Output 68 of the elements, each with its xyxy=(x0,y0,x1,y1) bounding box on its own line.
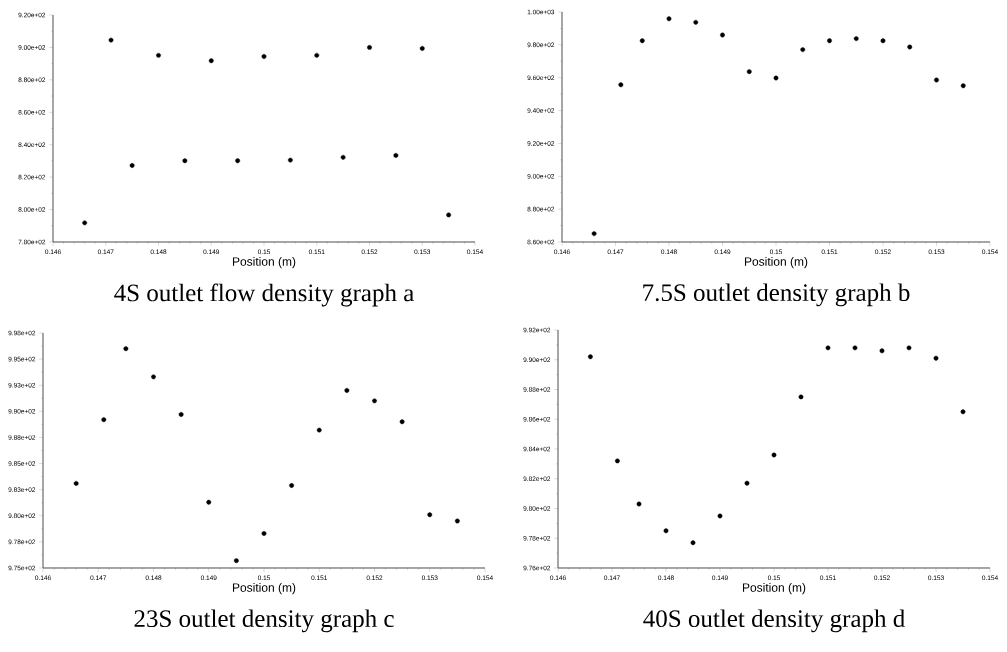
point xyxy=(720,32,725,38)
point xyxy=(693,19,699,25)
point xyxy=(108,37,114,43)
point xyxy=(261,54,267,59)
point xyxy=(746,69,752,75)
point xyxy=(372,398,377,404)
point xyxy=(825,345,831,351)
point xyxy=(314,52,320,58)
point xyxy=(261,531,267,536)
point xyxy=(933,355,939,361)
x-axis-title: Position (m) xyxy=(232,257,296,269)
point xyxy=(666,16,672,22)
point xyxy=(690,540,696,546)
point xyxy=(206,499,212,505)
point xyxy=(208,58,214,64)
point xyxy=(344,388,350,393)
point xyxy=(588,354,593,360)
point xyxy=(907,44,913,50)
point xyxy=(316,427,322,433)
point xyxy=(340,154,346,160)
point xyxy=(235,158,241,164)
point xyxy=(427,512,433,518)
point xyxy=(419,45,425,51)
point xyxy=(393,153,399,158)
point xyxy=(934,77,939,83)
point xyxy=(287,157,293,163)
point xyxy=(123,346,129,352)
point xyxy=(73,480,79,486)
point xyxy=(367,45,372,50)
point xyxy=(744,480,750,486)
x-axis-title: Position (m) xyxy=(742,582,806,595)
text: 4S outlet flow density graph a xyxy=(114,283,414,307)
text: 40S outlet density graph d xyxy=(643,609,905,633)
point xyxy=(798,394,804,400)
point xyxy=(639,38,645,44)
point xyxy=(156,52,161,58)
point xyxy=(446,212,452,218)
point xyxy=(182,158,188,164)
x-axis-title: Position (m) xyxy=(232,582,296,595)
point xyxy=(663,528,669,534)
text: 7.5S outlet density graph b xyxy=(643,283,910,307)
point xyxy=(129,163,135,168)
point xyxy=(773,75,779,81)
point xyxy=(454,518,460,524)
point xyxy=(636,501,642,507)
point xyxy=(717,513,723,519)
x-axis-title: Position (m) xyxy=(744,256,808,269)
point xyxy=(151,374,156,380)
point xyxy=(178,412,184,417)
point xyxy=(591,231,597,237)
point xyxy=(827,38,832,44)
point xyxy=(289,483,295,488)
point xyxy=(399,419,405,425)
point xyxy=(852,345,858,351)
point xyxy=(771,452,777,458)
point xyxy=(615,458,620,464)
point xyxy=(960,409,966,415)
point xyxy=(879,348,885,354)
point xyxy=(853,36,859,41)
point xyxy=(82,220,88,226)
point xyxy=(880,38,886,44)
point xyxy=(101,417,107,423)
point xyxy=(960,83,966,89)
point xyxy=(233,558,239,564)
point xyxy=(800,47,806,53)
point xyxy=(906,345,912,351)
point xyxy=(618,82,624,88)
text: 23S outlet density graph c xyxy=(134,609,394,633)
